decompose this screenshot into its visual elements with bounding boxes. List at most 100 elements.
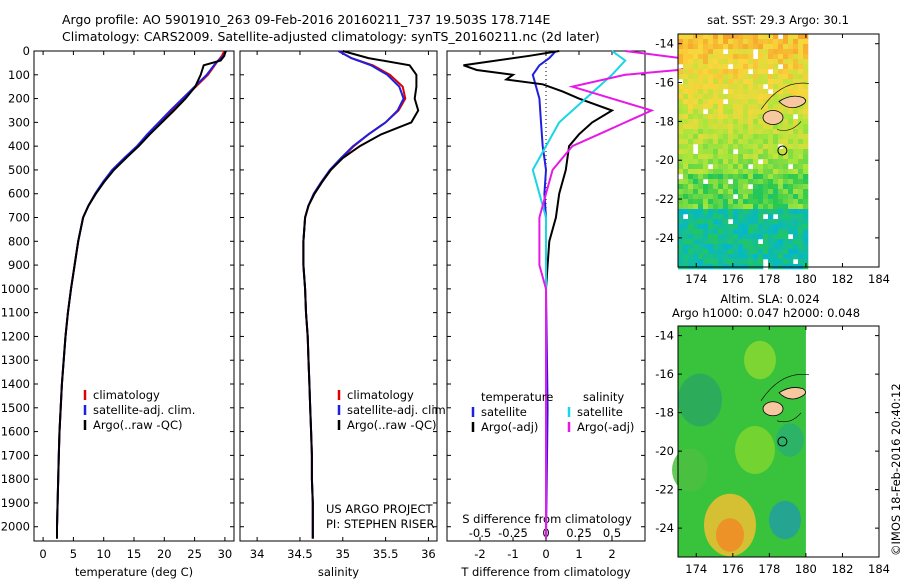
y-tick-label: 900 bbox=[8, 258, 30, 272]
y-tick-label: 1400 bbox=[1, 377, 30, 391]
map-frame-1 bbox=[677, 33, 880, 268]
argo-position-marker bbox=[777, 145, 788, 156]
map-x-tick-label: 180 bbox=[795, 562, 817, 576]
map-x-tick-label: 176 bbox=[722, 272, 744, 286]
y-tick-label: 1700 bbox=[1, 448, 30, 462]
legend-label: Argo(-adj) bbox=[481, 420, 538, 434]
x-tick-label: 30 bbox=[218, 547, 233, 561]
x-tick-label: 2 bbox=[608, 547, 615, 561]
map-y-tick-label: -16 bbox=[655, 76, 674, 90]
y-tick-label: 1600 bbox=[1, 425, 30, 439]
map-y-tick-label: -14 bbox=[655, 329, 674, 343]
legend-label: Argo(-adj) bbox=[577, 420, 634, 434]
map-field-1 bbox=[678, 34, 809, 270]
map-y-tick-label: -20 bbox=[655, 153, 674, 167]
y-tick-label: 400 bbox=[8, 139, 30, 153]
series-line-3-2 bbox=[463, 50, 615, 539]
map-x-tick-label: 178 bbox=[758, 562, 780, 576]
map-x-tick-label: 182 bbox=[831, 272, 853, 286]
x-tick-label: 0 bbox=[39, 547, 46, 561]
y-tick-label: 0 bbox=[23, 44, 30, 58]
legend-label: satellite bbox=[577, 405, 623, 419]
map-field-2 bbox=[672, 326, 806, 557]
map-y-tick-label: -24 bbox=[655, 521, 674, 535]
y-tick-label: 200 bbox=[8, 92, 30, 106]
map-y-tick-label: -20 bbox=[655, 444, 674, 458]
x-tick-label: 34.5 bbox=[287, 547, 313, 561]
map-y-tick-label: -22 bbox=[655, 483, 674, 497]
legend-label: climatology bbox=[347, 388, 414, 402]
map-y-tick-label: -22 bbox=[655, 192, 674, 206]
map-x-tick-label: 182 bbox=[831, 562, 853, 576]
legend-header: temperature bbox=[481, 390, 553, 404]
map-y-tick-label: -18 bbox=[655, 406, 674, 420]
legend-label: Argo(..raw -QC) bbox=[347, 418, 437, 432]
page-title-line2: Climatology: CARS2009. Satellite-adjuste… bbox=[62, 29, 600, 44]
island-viti-levu bbox=[762, 401, 784, 417]
x-axis-label: salinity bbox=[318, 565, 359, 579]
y-tick-label: 500 bbox=[8, 163, 30, 177]
island-vanua-levu bbox=[778, 95, 806, 109]
legend-label: Argo(..raw -QC) bbox=[93, 418, 183, 432]
legend-label: satellite bbox=[481, 405, 527, 419]
series-line-1-3 bbox=[56, 50, 227, 539]
y-tick-label: 1200 bbox=[1, 329, 30, 343]
y-tick-label: 800 bbox=[8, 234, 30, 248]
x-axis-label: temperature (deg C) bbox=[75, 565, 193, 579]
argo-position-marker bbox=[777, 436, 788, 447]
map-frame-2 bbox=[677, 325, 880, 558]
x-tick-label: 34 bbox=[250, 547, 265, 561]
x-tick-label: 0 bbox=[542, 547, 549, 561]
page-title-line1: Argo profile: AO 5901910_263 09-Feb-2016… bbox=[62, 12, 551, 27]
y-tick-label: 1300 bbox=[1, 353, 30, 367]
plot-frame-1 bbox=[33, 50, 235, 542]
map-y-tick-label: -14 bbox=[655, 37, 674, 51]
credit-text: ©IMOS 18-Feb-2016 20:40:12 bbox=[889, 383, 900, 556]
x-tick-label: 36 bbox=[421, 547, 436, 561]
legend-header: salinity bbox=[583, 390, 624, 404]
x-tick-label: 15 bbox=[127, 547, 142, 561]
x-tick-label: 5 bbox=[70, 547, 77, 561]
y-tick-label: 100 bbox=[8, 68, 30, 82]
map-y-tick-label: -24 bbox=[655, 231, 674, 245]
y-tick-label: 600 bbox=[8, 187, 30, 201]
map-y-tick-label: -16 bbox=[655, 367, 674, 381]
y-tick-label: 1000 bbox=[1, 282, 30, 296]
legend-label: satellite-adj. clim. bbox=[93, 403, 195, 417]
x-tick-label: 35 bbox=[335, 547, 350, 561]
s-tick-label: -0.25 bbox=[498, 526, 528, 540]
s-tick-label: 0.25 bbox=[566, 526, 592, 540]
map-x-tick-label: 184 bbox=[868, 272, 890, 286]
x-tick-label: 10 bbox=[96, 547, 111, 561]
y-tick-label: 1100 bbox=[1, 306, 30, 320]
x-tick-label: 1 bbox=[575, 547, 582, 561]
x-tick-label: 20 bbox=[157, 547, 172, 561]
y-tick-label: 1800 bbox=[1, 472, 30, 486]
map-x-tick-label: 176 bbox=[722, 562, 744, 576]
x-tick-label: -2 bbox=[474, 547, 485, 561]
x-tick-label: -1 bbox=[507, 547, 518, 561]
map-x-tick-label: 184 bbox=[868, 562, 890, 576]
map-x-tick-label: 178 bbox=[758, 272, 780, 286]
x-axis-label: T difference from climatology bbox=[460, 565, 631, 579]
project-annotation: US ARGO PROJECT bbox=[326, 502, 434, 516]
s-tick-label: -0.5 bbox=[469, 526, 491, 540]
map-x-tick-label: 180 bbox=[795, 272, 817, 286]
island-viti-levu bbox=[762, 110, 784, 125]
y-tick-label: 1900 bbox=[1, 496, 30, 510]
pi-annotation: PI: STEPHEN RISER bbox=[326, 517, 435, 531]
map-x-tick-label: 174 bbox=[685, 272, 707, 286]
island-vanua-levu bbox=[778, 387, 806, 400]
s-tick-label: 0.5 bbox=[603, 526, 621, 540]
x-tick-label: 35.5 bbox=[373, 547, 399, 561]
map-title-2-1: Altim. SLA: 0.024 bbox=[720, 292, 819, 306]
x-tick-label: 25 bbox=[187, 547, 202, 561]
reef-outline bbox=[760, 82, 810, 131]
y-tick-label: 700 bbox=[8, 211, 30, 225]
map-y-tick-label: -18 bbox=[655, 114, 674, 128]
plot-frame-2 bbox=[239, 50, 438, 542]
y-tick-label: 1500 bbox=[1, 401, 30, 415]
y-tick-label: 2000 bbox=[1, 520, 30, 534]
series-line-3-4 bbox=[538, 50, 718, 539]
